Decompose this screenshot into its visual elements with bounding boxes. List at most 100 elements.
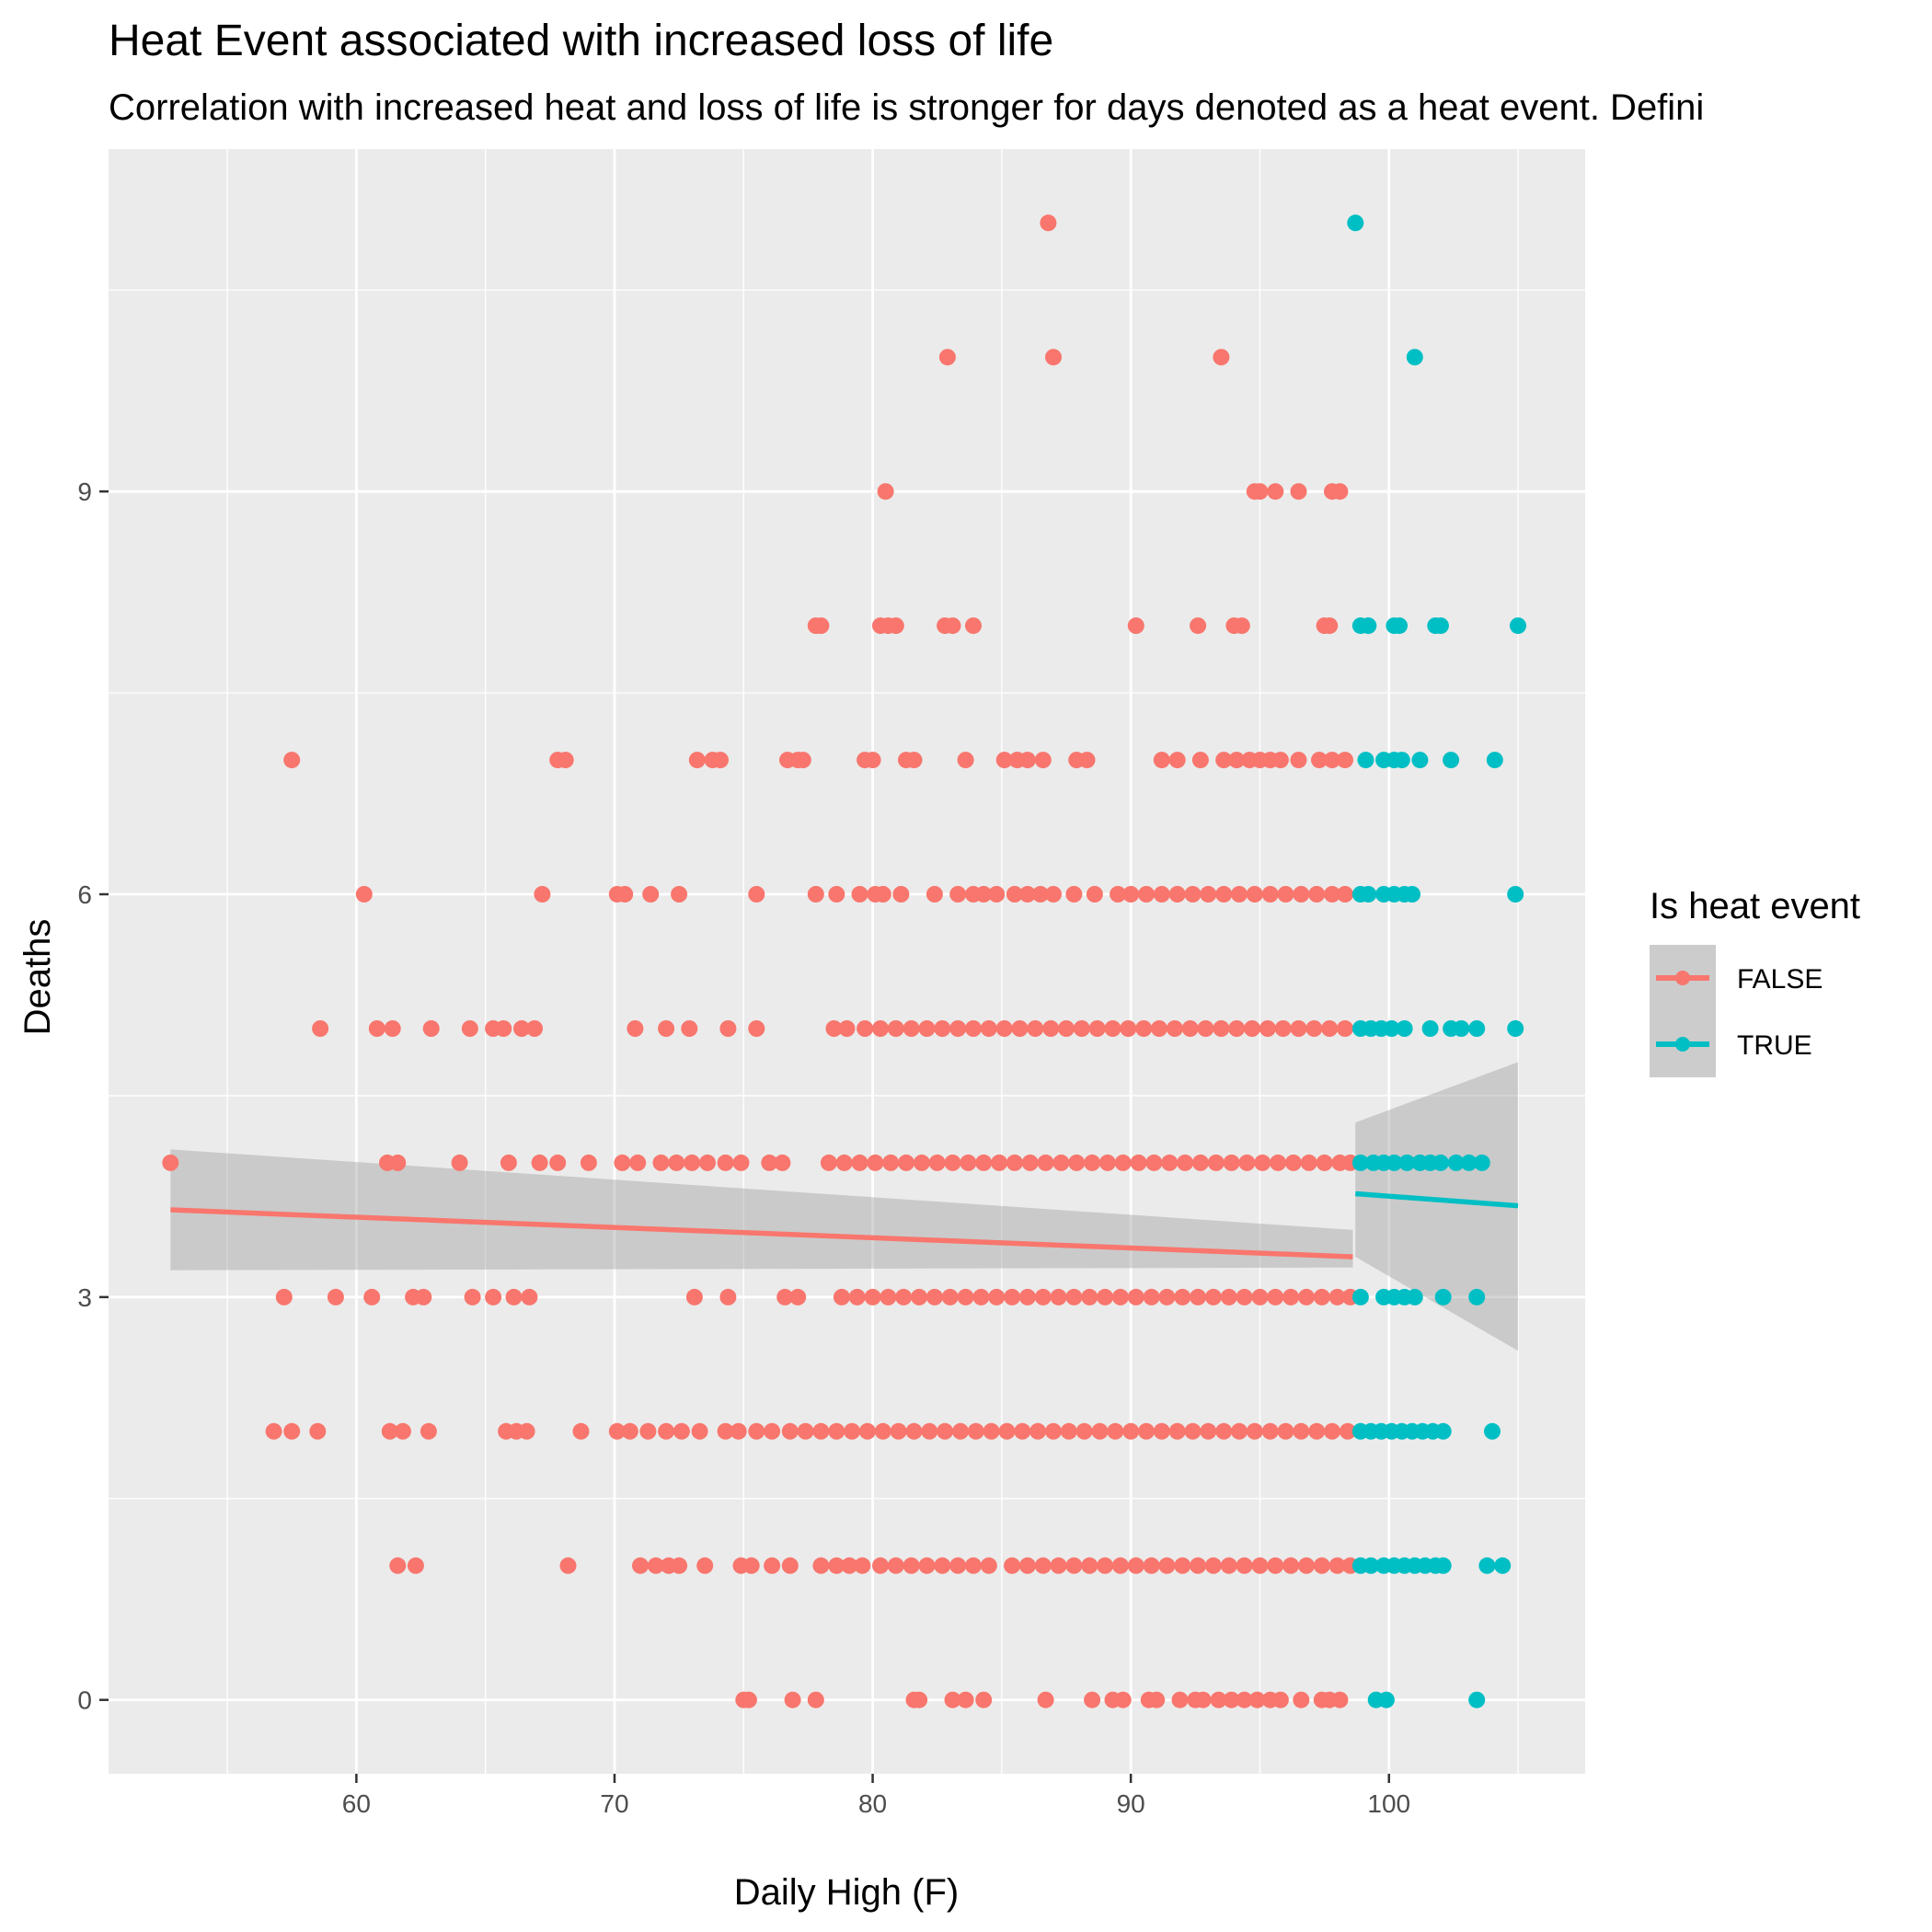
point-false: [898, 1154, 914, 1171]
point-false: [1153, 752, 1170, 769]
point-false: [1236, 1288, 1253, 1305]
y-tick-label: 9: [77, 477, 92, 506]
point-false: [934, 1557, 951, 1574]
point-false: [652, 1154, 670, 1171]
point-false: [389, 1557, 407, 1574]
point-false: [926, 1288, 943, 1305]
point-false: [1290, 1020, 1307, 1037]
point-false: [681, 1020, 698, 1037]
point-false: [355, 886, 373, 903]
point-false: [309, 1422, 327, 1440]
point-true: [1357, 752, 1374, 769]
point-false: [1111, 1557, 1129, 1574]
legend-key-false-point: [1675, 971, 1690, 985]
point-false: [903, 1557, 920, 1574]
point-false: [1337, 752, 1353, 769]
point-false: [1311, 752, 1328, 769]
legend-key-true-point: [1675, 1037, 1690, 1052]
chart-subtitle: Correlation with increased heat and loss…: [109, 87, 1704, 128]
point-false: [684, 1154, 701, 1171]
point-false: [1228, 752, 1246, 769]
point-false: [941, 1288, 959, 1305]
point-false: [1313, 1288, 1330, 1305]
legend-title: Is heat event: [1650, 886, 1860, 926]
point-false: [1027, 1020, 1044, 1037]
point-false: [781, 1422, 799, 1440]
point-false: [905, 1422, 923, 1440]
point-false: [776, 1288, 794, 1305]
point-false: [699, 1154, 716, 1171]
point-false: [998, 1422, 1016, 1440]
point-false: [1068, 1154, 1086, 1171]
point-false: [892, 886, 910, 903]
point-false: [774, 1154, 791, 1171]
point-false: [1274, 1020, 1292, 1037]
point-false: [1040, 214, 1057, 232]
point-false: [748, 1020, 765, 1037]
point-true: [1486, 752, 1503, 769]
point-false: [549, 1154, 567, 1171]
point-true: [1363, 1557, 1380, 1574]
point-false: [825, 1020, 843, 1037]
point-false: [781, 1557, 799, 1574]
point-false: [557, 752, 574, 769]
point-false: [1321, 1020, 1339, 1037]
point-false: [1261, 1422, 1279, 1440]
point-false: [857, 1020, 874, 1037]
point-false: [696, 1557, 714, 1574]
point-true: [1406, 1288, 1423, 1305]
point-false: [949, 886, 967, 903]
point-false: [740, 1691, 757, 1708]
point-false: [658, 1422, 675, 1440]
point-false: [1018, 752, 1036, 769]
point-false: [1324, 1422, 1340, 1440]
y-tick-label: 6: [77, 880, 92, 909]
point-false: [1045, 1422, 1062, 1440]
point-false: [1220, 1288, 1237, 1305]
point-false: [921, 1422, 938, 1440]
legend-key-background: [1650, 945, 1716, 1077]
x-tick-label: 100: [1367, 1789, 1410, 1818]
point-false: [1018, 886, 1036, 903]
point-false: [1293, 1422, 1310, 1440]
point-false: [1081, 1557, 1098, 1574]
point-false: [1231, 886, 1248, 903]
y-axis-title: Deaths: [17, 919, 58, 1036]
point-false: [1290, 752, 1307, 769]
point-false: [1231, 1422, 1248, 1440]
plot-panel: [109, 149, 1585, 1774]
point-false: [1220, 1557, 1237, 1574]
point-false: [1148, 1691, 1166, 1708]
point-false: [1190, 617, 1207, 635]
point-false: [283, 1422, 301, 1440]
point-false: [812, 617, 830, 635]
point-false: [748, 1422, 765, 1440]
point-true: [1453, 1020, 1470, 1037]
point-false: [1042, 1020, 1060, 1037]
point-false: [275, 1288, 293, 1305]
point-true: [1360, 886, 1377, 903]
point-false: [608, 1422, 626, 1440]
point-false: [730, 1422, 747, 1440]
point-false: [877, 483, 894, 500]
point-false: [1006, 1154, 1023, 1171]
point-false: [1034, 752, 1052, 769]
point-true: [1507, 886, 1524, 903]
point-false: [934, 1020, 951, 1037]
x-tick-label: 80: [858, 1789, 887, 1818]
point-false: [887, 617, 904, 635]
point-false: [1251, 483, 1269, 500]
point-false: [949, 1020, 967, 1037]
point-true: [1406, 349, 1423, 366]
point-false: [807, 886, 824, 903]
point-false: [1018, 1288, 1036, 1305]
point-false: [1151, 1020, 1167, 1037]
point-false: [1098, 1154, 1116, 1171]
point-false: [1138, 1422, 1155, 1440]
point-false: [1321, 617, 1339, 635]
point-false: [1161, 1154, 1179, 1171]
point-false: [980, 1557, 997, 1574]
point-false: [1127, 1557, 1144, 1574]
point-true: [1421, 1020, 1439, 1037]
point-false: [928, 1154, 946, 1171]
